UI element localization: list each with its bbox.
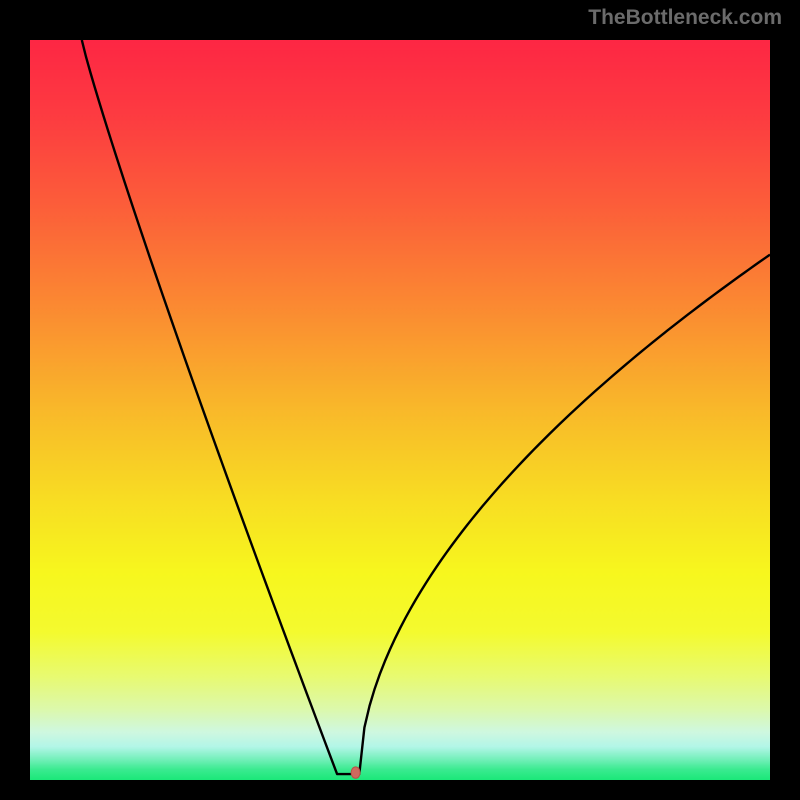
plot-border bbox=[20, 30, 780, 790]
v-curve bbox=[82, 40, 770, 774]
curve-layer bbox=[30, 40, 770, 780]
minimum-marker bbox=[351, 767, 360, 778]
watermark-text: TheBottleneck.com bbox=[588, 6, 782, 30]
chart-container: TheBottleneck.com bbox=[0, 0, 800, 800]
plot-area bbox=[30, 40, 770, 780]
